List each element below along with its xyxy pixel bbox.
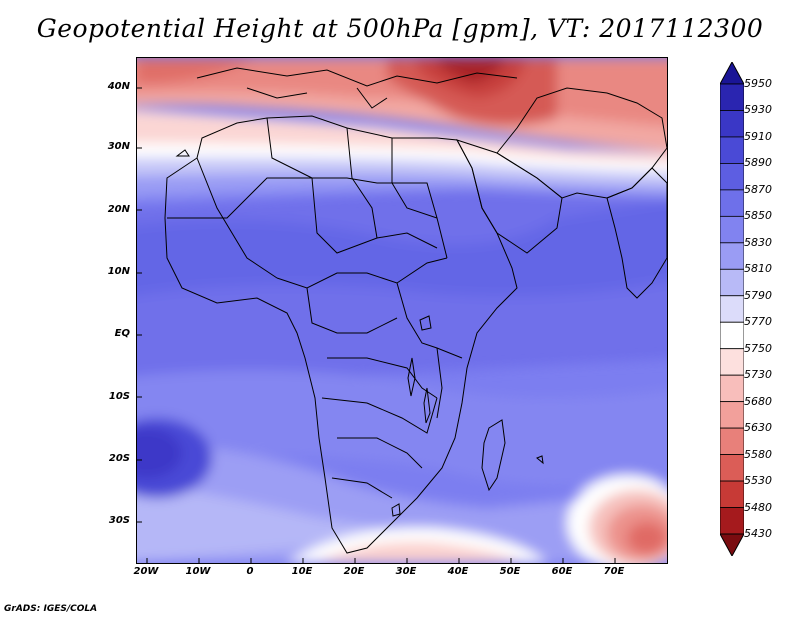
colorbar-swatch [719,480,745,508]
colorbar-label: 5750 [744,341,772,355]
colorbar-bottom-arrow [719,533,745,558]
colorbar-label: 5830 [744,235,772,249]
colorbar-label: 5630 [744,421,772,435]
colorbar-swatch [719,401,745,429]
geopotential-field-map [137,58,667,563]
colorbar-label: 5430 [744,527,772,540]
colorbar-swatch [719,136,745,164]
footer-credit: GrADS: IGES/COLA [4,604,98,614]
lat-label-20S: 20S [108,453,130,464]
lat-label-30S: 30S [108,515,130,526]
colorbar [719,60,790,558]
lat-label-30N: 30N [107,141,130,152]
colorbar-label: 5950 [744,77,772,90]
colorbar-label: 5530 [744,474,772,488]
colorbar-swatch [719,321,745,350]
lon-label-10W: 10W [185,566,211,577]
lon-label-0: 0 [246,566,254,577]
lon-label-40E: 40E [447,566,469,577]
lat-label-20N: 20N [107,204,130,215]
colorbar-label: 5790 [744,288,772,302]
height-contour-bands [137,58,667,563]
colorbar-label: 5910 [744,129,772,143]
lat-label-eq: EQ [114,328,130,339]
colorbar-swatch [719,189,745,217]
colorbar-label: 5730 [744,368,772,382]
colorbar-swatch [719,295,745,323]
colorbar-label: 5580 [744,447,772,461]
map-panel [136,57,668,564]
colorbar-swatch [719,454,745,482]
chart-title: Geopotential Height at 500hPa [gpm], VT:… [36,14,764,43]
colorbar-swatch [719,427,745,455]
colorbar-swatch [719,374,745,403]
colorbar-swatch [719,242,745,270]
colorbar-label: 5850 [744,209,772,223]
colorbar-label: 5890 [744,156,772,170]
colorbar-swatch [719,215,745,244]
colorbar-swatch [719,507,745,535]
colorbar-label: 5680 [744,394,772,408]
colorbar-swatch [719,163,745,191]
colorbar-top-arrow [719,60,745,85]
lat-label-10S: 10S [108,391,130,402]
colorbar-label: 5870 [744,182,772,196]
colorbar-label: 5480 [744,500,772,514]
lon-label-70E: 70E [603,566,625,577]
coastlines-borders [164,67,667,554]
lon-label-60E: 60E [551,566,573,577]
lon-label-20E: 20E [343,566,365,577]
frame-ticks [137,87,616,563]
colorbar-label: 5810 [744,262,772,276]
colorbar-swatch [719,110,745,138]
lon-label-30E: 30E [395,566,417,577]
lon-label-10E: 10E [291,566,313,577]
colorbar-label: 5770 [744,315,772,329]
lon-label-20W: 20W [133,566,159,577]
colorbar-swatch [719,348,745,376]
colorbar-label: 5930 [744,103,772,117]
colorbar-swatch [719,83,745,111]
colorbar-swatch [719,268,745,297]
lat-label-10N: 10N [107,266,130,277]
lon-label-50E: 50E [499,566,521,577]
lat-label-40N: 40N [107,81,130,92]
colorbar-swatches [719,60,745,558]
